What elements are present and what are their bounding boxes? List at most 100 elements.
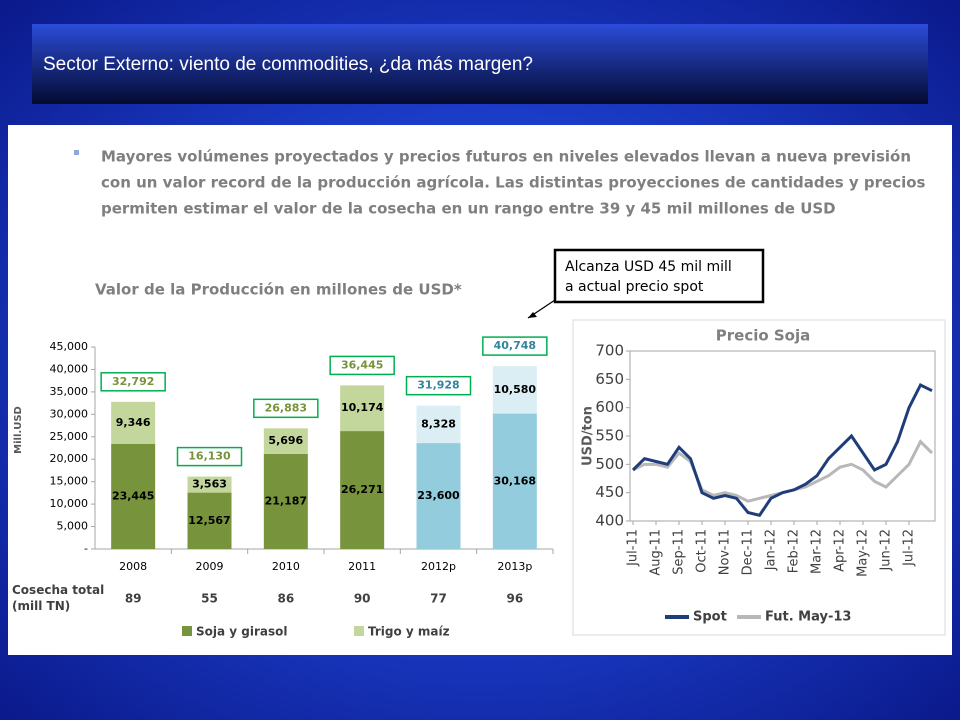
y-tick-label: - (84, 542, 88, 555)
callout-text: Alcanza USD 45 mil mill (565, 259, 732, 275)
x-tick-label: May-12 (856, 529, 871, 577)
bar-value-label: 5,696 (268, 434, 303, 447)
bar-segment (340, 431, 385, 549)
bar-value-label: 10,580 (494, 383, 537, 396)
total-label: 31,928 (417, 379, 459, 392)
x-tick-label: Feb-12 (787, 529, 802, 573)
x-tick-label: 2012p (421, 560, 456, 573)
chart-title: Valor de la Producción en millones de US… (95, 281, 462, 299)
legend-label: Soja y girasol (196, 625, 288, 639)
header-title: Sector Externo: viento de commodities, ¿… (43, 54, 533, 75)
harvest-label-line: (mill TN) (12, 599, 70, 613)
x-tick-label: Sep-11 (672, 529, 687, 575)
y-tick-label: 45,000 (50, 340, 89, 353)
bar-value-label: 21,187 (265, 494, 307, 507)
y-tick-label: 25,000 (50, 430, 89, 443)
y-tick-label: 550 (595, 427, 624, 445)
x-tick-label: Jan-12 (764, 529, 779, 571)
total-box (100, 372, 166, 392)
bar-value-label: 12,567 (188, 514, 230, 527)
x-tick-label: 2011 (348, 560, 376, 573)
legend-swatch (182, 626, 192, 636)
y-tick-label: 500 (595, 455, 624, 473)
callout-box (553, 248, 765, 304)
y-tick-label: 40,000 (50, 362, 89, 375)
bar-value-label: 23,445 (112, 489, 154, 502)
total-label: 40,748 (494, 339, 536, 352)
y-tick-label: 400 (595, 512, 624, 530)
x-tick-label: 2013p (497, 560, 532, 573)
legend-label: Fut. May-13 (765, 610, 851, 625)
legend-label: Trigo y maíz (368, 625, 450, 639)
bar-segment (111, 401, 156, 444)
y-tick-label: 20,000 (50, 452, 89, 465)
total-box (253, 398, 319, 419)
x-tick-label: Nov-11 (718, 529, 733, 575)
harvest-value: 77 (430, 592, 447, 606)
total-box (482, 336, 548, 356)
bar-segment (416, 405, 461, 444)
total-label: 26,883 (265, 401, 307, 414)
line-chart-frame (572, 319, 946, 636)
y-axis-label: USD/ton (581, 406, 596, 466)
bar-segment (187, 476, 232, 493)
bar-value-label: 10,174 (341, 401, 384, 414)
x-tick-label: Oct-11 (695, 529, 710, 573)
bar-value-label: 30,168 (494, 474, 536, 487)
chart-title: Precio Soja (716, 327, 811, 345)
harvest-value: 96 (506, 592, 523, 606)
bar-value-label: 3,563 (192, 478, 227, 491)
x-tick-label: Aug-11 (649, 529, 664, 576)
y-tick-label: 700 (595, 342, 624, 360)
x-tick-label: Jul-12 (902, 529, 917, 567)
line-series (631, 382, 933, 518)
bar-value-label: 23,600 (417, 489, 460, 502)
header-bar (32, 24, 928, 104)
bar-segment (111, 443, 156, 549)
x-tick-label: Mar-12 (810, 529, 825, 574)
harvest-label-line: Cosecha total (12, 583, 104, 597)
bullet-text: con un valor record de la producción agr… (101, 174, 926, 192)
harvest-value: 55 (201, 592, 218, 606)
y-axis-label: Mill.USD (13, 406, 24, 454)
x-tick-label: Dec-11 (741, 529, 756, 575)
bar-segment (492, 413, 537, 549)
y-tick-label: 5,000 (57, 520, 89, 533)
bar-segment (187, 492, 232, 549)
bar-segment (340, 385, 385, 432)
bar-value-label: 8,328 (421, 417, 456, 430)
total-label: 36,445 (341, 358, 383, 371)
y-tick-label: 600 (595, 398, 624, 416)
x-tick-label: 2009 (196, 560, 224, 573)
total-label: 32,792 (112, 375, 154, 388)
bar-segment (263, 428, 308, 454)
harvest-value: 90 (354, 592, 371, 606)
y-tick-label: 10,000 (50, 497, 89, 510)
total-box (405, 375, 472, 396)
bar-value-label: 26,271 (341, 483, 383, 496)
harvest-value: 89 (125, 592, 142, 606)
y-tick-label: 450 (595, 483, 624, 501)
total-box (176, 446, 243, 467)
callout-arrow-head (528, 312, 537, 318)
x-tick-label: Jun-12 (879, 529, 894, 572)
legend-swatch (354, 626, 364, 636)
y-tick-label: 650 (595, 370, 624, 388)
bullet-marker (74, 150, 79, 155)
legend-label: Spot (693, 610, 727, 625)
x-tick-label: 2008 (119, 560, 147, 573)
x-tick-label: Jul-11 (626, 529, 641, 567)
bullet-text: permiten estimar el valor de la cosecha … (101, 200, 836, 218)
callout-text: a actual precio spot (565, 279, 704, 295)
bar-value-label: 9,346 (116, 416, 151, 429)
bullet-text: Mayores volúmenes proyectados y precios … (101, 148, 911, 166)
harvest-label: Cosecha total (mill TN) (12, 583, 104, 613)
bar-segment (263, 453, 308, 549)
bar-segment (416, 443, 461, 549)
bar-segment (492, 366, 537, 414)
y-tick-label: 15,000 (50, 475, 89, 488)
total-box (329, 355, 395, 376)
x-tick-label: 2010 (272, 560, 300, 573)
total-label: 16,130 (188, 450, 231, 463)
